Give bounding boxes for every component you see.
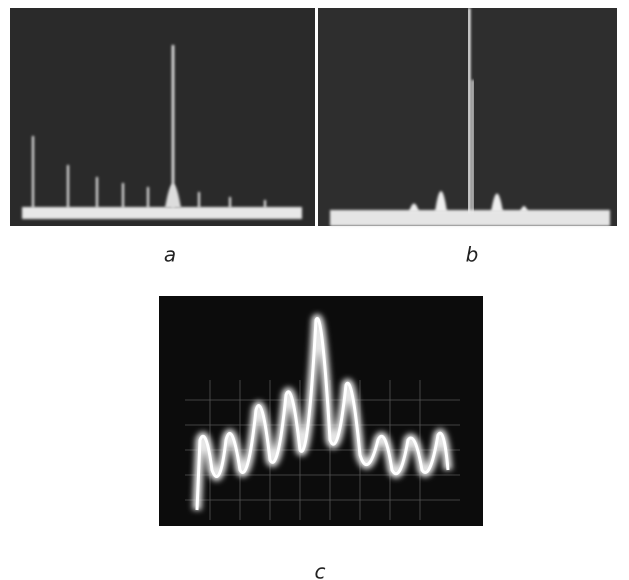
panel-label: b <box>466 243 479 267</box>
panel-label: a <box>164 243 176 267</box>
panel-label: c <box>315 560 326 580</box>
photo-c <box>159 296 483 526</box>
photo-a <box>10 8 315 226</box>
photo-b <box>318 8 617 226</box>
